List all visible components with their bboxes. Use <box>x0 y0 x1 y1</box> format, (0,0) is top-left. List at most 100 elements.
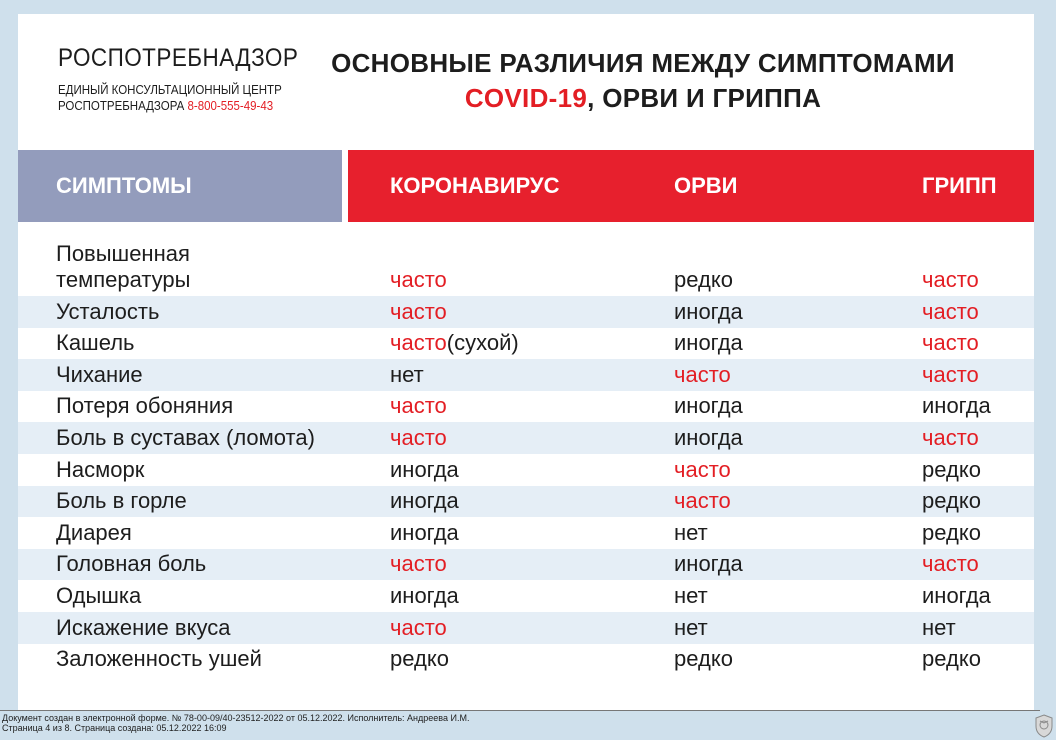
symptom-cell: Искажение вкуса <box>56 615 230 641</box>
symptom-label: Заложенность ушей <box>56 646 262 672</box>
symptom-label: Искажение вкуса <box>56 614 231 640</box>
table-row: Заложенность ушей редко редко редко <box>18 644 1034 676</box>
covid-frequency: иногда <box>390 456 459 482</box>
covid-frequency: иногда <box>390 582 459 608</box>
header-symptoms-bg <box>18 150 342 222</box>
table-row: Усталость часто иногда часто <box>18 296 1034 328</box>
orvi-cell: иногда <box>674 393 743 419</box>
orvi-cell: нет <box>674 614 708 640</box>
org-name: РОСПОТРЕБНАДЗОР <box>58 44 299 72</box>
covid-cell: часто <box>390 299 447 325</box>
covid-cell: иногда <box>390 583 459 609</box>
orvi-cell: часто <box>674 456 731 482</box>
symptom-cell: Заложенность ушей <box>56 646 262 672</box>
coat-of-arms-seal-icon <box>1035 714 1053 738</box>
title-line2: COVID-19, ОРВИ И ГРИППА <box>318 81 968 116</box>
orvi-cell: часто <box>674 361 731 387</box>
orvi-cell: часто <box>674 488 731 514</box>
orvi-cell: нет <box>674 519 708 545</box>
column-header-orvi: ОРВИ <box>674 173 738 198</box>
covid-cell: часто <box>390 551 447 577</box>
symptom-cell: Чихание <box>56 362 143 388</box>
flu-cell: редко <box>922 646 981 672</box>
covid-cell: нет <box>390 362 424 388</box>
hotline-phone: 8-800-555-49-43 <box>187 99 274 113</box>
covid-frequency: часто <box>390 267 447 292</box>
covid-frequency: иногда <box>390 488 459 514</box>
table-row: Насморк иногда часто редко <box>18 454 1034 486</box>
covid-frequency: часто <box>390 330 447 356</box>
symptom-cell: Боль в суставах (ломота) <box>56 425 315 451</box>
symptom-label: Повышенная <box>56 241 190 266</box>
document-footer: Документ создан в электронной форме. № 7… <box>2 713 469 733</box>
symptom-cell: Потеря обоняния <box>56 393 233 419</box>
title-line2-rest: , ОРВИ И ГРИППА <box>587 83 822 113</box>
footer-divider <box>0 710 1040 711</box>
flu-cell: редко <box>922 488 981 514</box>
orvi-cell: нет <box>674 582 708 608</box>
symptom-label-line2: температуры <box>56 267 191 292</box>
covid-frequency: иногда <box>390 519 459 545</box>
symptom-cell: Повышенная температуры <box>56 241 190 293</box>
column-header-covid: КОРОНАВИРУС <box>390 173 560 198</box>
flu-cell: редко <box>922 519 981 545</box>
org-subtitle: ЕДИНЫЙ КОНСУЛЬТАЦИОННЫЙ ЦЕНТР РОСПОТРЕБН… <box>58 82 304 114</box>
flu-cell: часто <box>922 298 979 324</box>
covid-frequency: часто <box>390 551 447 577</box>
symptom-label: Насморк <box>56 456 145 482</box>
symptoms-table-body: Повышенная температуры часто редко часто Уста… <box>18 240 1034 675</box>
covid-frequency: редко <box>390 646 449 672</box>
symptom-cell: Кашель <box>56 330 135 356</box>
covid-cell: редко <box>390 646 449 672</box>
symptom-label: Чихание <box>56 361 143 387</box>
symptom-cell: Усталость <box>56 299 159 325</box>
table-row: Боль в горле иногда часто редко <box>18 485 1034 518</box>
orvi-cell: редко <box>674 267 733 292</box>
orvi-cell: иногда <box>674 424 743 450</box>
covid-note: (сухой) <box>446 330 519 356</box>
orvi-cell: иногда <box>674 551 743 577</box>
org-sub-line2: РОСПОТРЕБНАДЗОРА <box>58 99 185 113</box>
flu-cell: иногда <box>922 582 991 608</box>
flu-cell: нет <box>922 614 956 640</box>
symptom-label: Кашель <box>56 330 135 356</box>
covid-cell: часто(сухой) <box>390 330 519 356</box>
covid-frequency: часто <box>390 393 447 419</box>
table-row: Боль в суставах (ломота) часто иногда часто <box>18 422 1034 454</box>
symptom-label: Диарея <box>56 519 132 545</box>
symptom-cell: Насморк <box>56 457 144 483</box>
title-line1: ОСНОВНЫЕ РАЗЛИЧИЯ МЕЖДУ СИМПТОМАМИ <box>331 48 955 78</box>
symptom-cell: Диарея <box>56 520 132 546</box>
footer-line2: Страница 4 из 8. Страница создана: 05.12… <box>2 723 227 733</box>
symptom-label: Боль в суставах (ломота) <box>56 424 315 450</box>
table-row: Повышенная температуры часто редко часто <box>18 240 1034 296</box>
table-row: Одышка иногда нет иногда <box>18 580 1034 612</box>
covid-cell: иногда <box>390 457 459 483</box>
symptom-label: Одышка <box>56 582 142 608</box>
covid-cell: иногда <box>390 520 459 546</box>
covid-frequency: нет <box>390 361 424 387</box>
table-row: Кашель часто(сухой) иногда часто <box>18 328 1034 360</box>
flu-cell: часто <box>922 424 979 450</box>
flu-cell: иногда <box>922 393 991 419</box>
orvi-cell: иногда <box>674 298 743 324</box>
covid-cell: часто <box>390 615 447 641</box>
covid-frequency: часто <box>390 614 447 640</box>
table-row: Искажение вкуса часто нет нет <box>18 611 1034 644</box>
table-header: СИМПТОМЫ КОРОНАВИРУС ОРВИ ГРИПП <box>18 150 1034 222</box>
flu-cell: часто <box>922 551 979 577</box>
covid-cell: часто <box>390 393 447 419</box>
flu-cell: редко <box>922 456 981 482</box>
table-row: Головная боль часто иногда часто <box>18 548 1034 581</box>
symptom-cell: Боль в горле <box>56 488 187 514</box>
table-row: Чихание нет часто часто <box>18 359 1034 391</box>
symptom-label: Головная боль <box>56 551 207 577</box>
org-sub-line2-wrap: РОСПОТРЕБНАДЗОРА 8-800-555-49-43 <box>58 98 304 114</box>
symptom-cell: Одышка <box>56 583 141 609</box>
org-sub-line1: ЕДИНЫЙ КОНСУЛЬТАЦИОННЫЙ ЦЕНТР <box>58 83 282 97</box>
orvi-cell: иногда <box>674 330 743 356</box>
flu-cell: часто <box>922 361 979 387</box>
title-covid: COVID-19 <box>464 83 588 113</box>
flu-cell: часто <box>922 267 979 292</box>
covid-frequency: часто <box>390 424 447 450</box>
